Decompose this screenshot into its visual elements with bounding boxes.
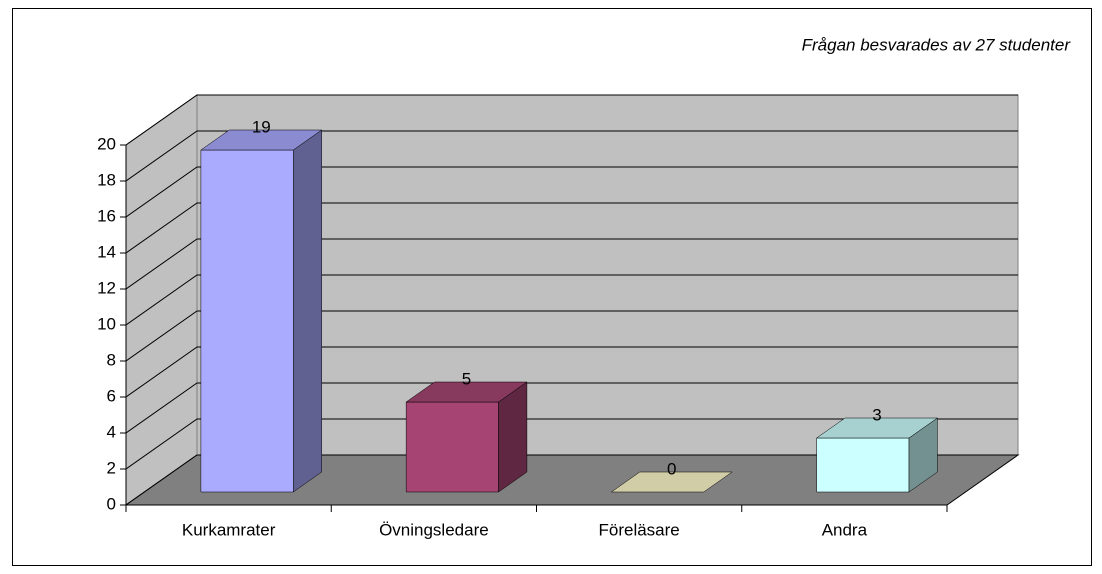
value-label: 0 (667, 459, 676, 478)
y-tick-label: 4 (107, 422, 116, 441)
grid-line (125, 274, 1018, 326)
y-tick-label: 10 (97, 314, 116, 333)
grid-line (125, 346, 1018, 398)
grid-line (125, 382, 1018, 434)
y-tick-label: 0 (107, 494, 116, 513)
value-label: 3 (872, 405, 881, 424)
y-tick-label: 6 (107, 386, 116, 405)
y-tick-label: 12 (97, 278, 116, 297)
grid-line (125, 418, 1018, 470)
grid-line (125, 310, 1018, 362)
bar-top (815, 417, 939, 439)
y-tick-label: 16 (97, 206, 116, 225)
y-tick-label: 14 (97, 242, 116, 261)
bar-top (610, 471, 733, 493)
y-tick-label: 2 (107, 458, 116, 477)
x-tick-label: Kurkamrater (182, 520, 276, 539)
bar-top (405, 381, 528, 403)
y-tick-label: 18 (97, 170, 116, 189)
grid-line (125, 130, 1018, 182)
bar-front (816, 437, 910, 493)
grid-line (125, 202, 1018, 254)
x-tick-label: Föreläsare (598, 520, 679, 539)
x-tick-label: Övningsledare (379, 520, 489, 539)
grid-line (125, 238, 1018, 290)
grid-line (125, 94, 1018, 146)
y-tick-label: 8 (107, 350, 116, 369)
bar-front (200, 149, 294, 493)
bar-side (293, 129, 322, 493)
y-tick-label: 20 (97, 134, 116, 153)
value-label: 5 (462, 369, 471, 388)
bar-front (405, 401, 499, 493)
x-tick-label: Andra (822, 520, 868, 539)
chart-title: Frågan besvarades av 27 studenter (802, 35, 1072, 54)
grid-line (125, 166, 1018, 218)
value-label: 19 (252, 117, 271, 136)
bar-top (200, 129, 323, 151)
